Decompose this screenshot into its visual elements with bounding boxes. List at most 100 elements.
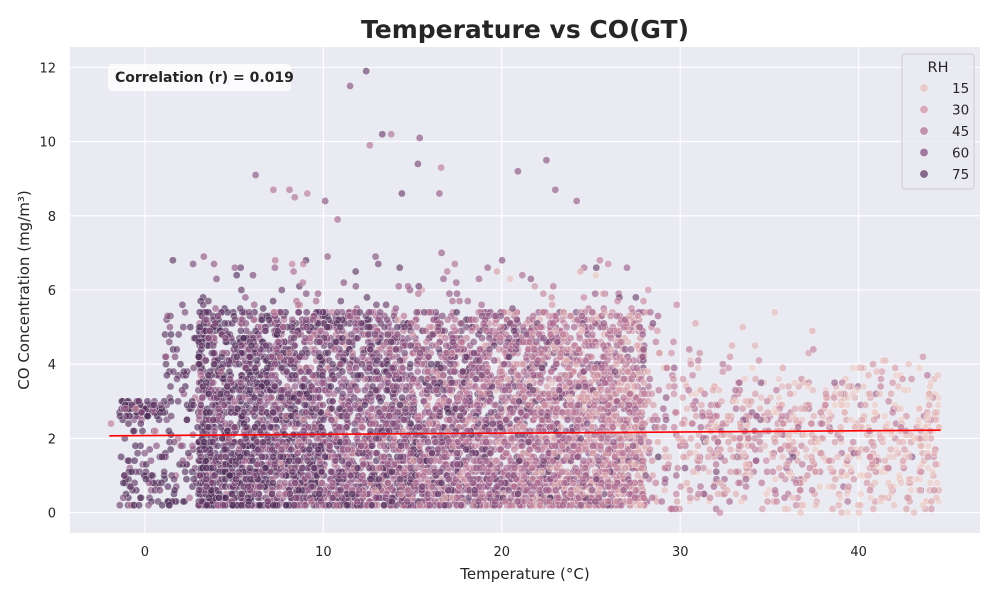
data-point [352, 434, 361, 443]
data-point [778, 453, 787, 461]
data-point [268, 445, 277, 454]
data-point [328, 397, 337, 406]
data-point [660, 423, 668, 432]
data-point [202, 308, 211, 317]
data-point [176, 441, 185, 450]
data-point [639, 297, 648, 305]
data-point [714, 490, 722, 498]
data-point [394, 282, 403, 291]
data-point [815, 482, 824, 491]
data-point [119, 493, 128, 502]
data-point [245, 308, 253, 317]
data-point [301, 501, 309, 510]
data-point [185, 493, 194, 502]
data-point [434, 323, 443, 331]
data-point [740, 375, 749, 383]
data-point [934, 401, 943, 409]
data-point [934, 371, 943, 380]
data-point [684, 386, 693, 395]
data-point [269, 297, 277, 305]
data-point [825, 408, 834, 417]
data-point [449, 323, 458, 331]
data-point [895, 438, 904, 446]
data-point [181, 467, 189, 476]
data-point [697, 401, 706, 409]
data-point [384, 371, 393, 380]
data-point [174, 397, 182, 406]
data-point [877, 375, 885, 383]
data-point [685, 449, 694, 458]
data-point [631, 293, 640, 302]
data-point [439, 275, 448, 283]
data-point [834, 501, 843, 510]
data-point [695, 349, 704, 357]
data-point [453, 289, 461, 298]
data-point [188, 441, 197, 450]
data-point [849, 438, 858, 446]
data-point [678, 393, 687, 402]
data-point [623, 263, 631, 272]
data-point [527, 275, 535, 283]
data-point [729, 453, 738, 461]
data-point [854, 364, 863, 372]
data-point [700, 390, 709, 398]
data-point [886, 445, 895, 454]
data-point [752, 456, 760, 465]
data-point [604, 260, 613, 268]
chart-title: Temperature vs CO(GT) [361, 15, 689, 44]
data-point [742, 482, 750, 491]
data-point [763, 497, 772, 506]
data-point [829, 482, 838, 491]
data-point [445, 289, 454, 298]
data-point [591, 289, 600, 298]
data-point [926, 479, 935, 487]
data-point [755, 356, 763, 365]
data-point [294, 308, 303, 317]
data-point [933, 479, 942, 487]
data-point [726, 445, 735, 454]
data-point [869, 505, 878, 513]
data-point [116, 412, 124, 420]
data-point [437, 249, 446, 257]
data-point [774, 375, 783, 383]
data-point [864, 371, 873, 380]
data-point [406, 360, 415, 369]
data-point [345, 364, 354, 372]
data-point [802, 445, 810, 454]
data-point [588, 308, 597, 317]
data-point [676, 482, 685, 491]
data-point [115, 501, 124, 510]
data-point [506, 275, 515, 283]
data-point [888, 378, 897, 387]
data-point [588, 330, 597, 339]
data-point [683, 404, 691, 413]
data-point [548, 300, 556, 309]
data-point [657, 497, 666, 506]
data-point [186, 323, 195, 331]
data-point [654, 453, 663, 461]
data-point [371, 252, 380, 261]
data-point [351, 282, 360, 291]
data-point [393, 323, 402, 331]
data-point [653, 438, 662, 446]
data-point [706, 493, 714, 502]
data-point [872, 367, 881, 376]
data-point [859, 382, 868, 391]
data-point [166, 323, 174, 331]
data-point [559, 308, 568, 317]
data-point [338, 382, 346, 391]
data-point [887, 490, 896, 498]
data-point [791, 404, 799, 413]
data-point [315, 393, 324, 402]
data-point [696, 482, 705, 491]
data-point [530, 282, 539, 291]
data-point [924, 441, 933, 450]
data-point [183, 415, 191, 424]
data-point [351, 267, 360, 276]
data-point [271, 256, 280, 265]
data-point [124, 456, 132, 465]
data-point [891, 364, 900, 372]
data-point [779, 364, 787, 372]
data-point [135, 501, 143, 510]
data-point [772, 386, 781, 395]
